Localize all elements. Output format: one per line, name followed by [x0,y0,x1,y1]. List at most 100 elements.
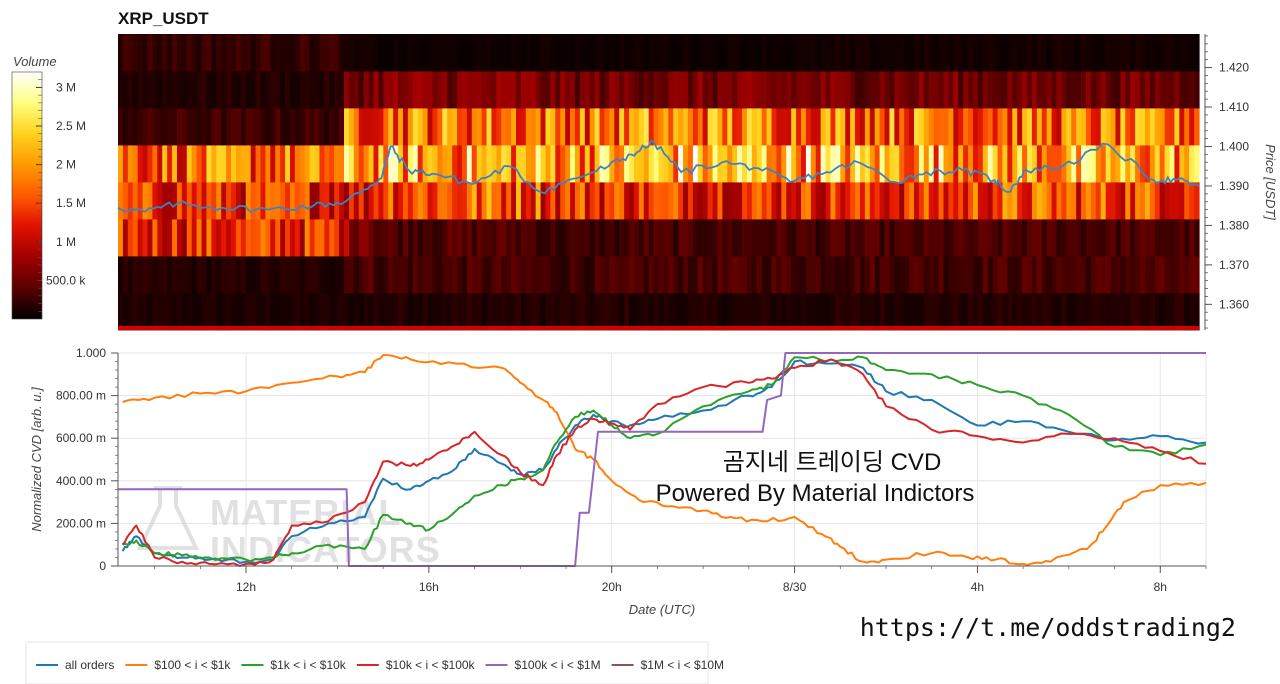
heatmap-cell [702,256,709,294]
heatmap-cell [801,256,807,294]
heatmap-cell [1095,293,1102,331]
heatmap-cell [501,182,507,220]
heatmap-cell [791,108,797,146]
heatmap-cell [211,34,217,72]
cvd-x-tick-label: 4h [971,580,984,594]
colorbar [11,71,43,320]
heatmap-cell [147,108,153,146]
cvd-y-tick-label: 800.00 m [56,389,106,403]
heatmap-cell [255,293,262,331]
heatmap-cell [1085,256,1092,294]
heatmap-cell [1100,256,1107,294]
heatmap-cell [1031,34,1038,72]
heatmap-cell [118,145,124,183]
heatmap-cell [928,145,935,183]
heatmap-cell [869,256,876,294]
heatmap-cell [697,108,704,146]
heatmap-cell [289,293,296,331]
heatmap-cell [1041,108,1048,146]
heatmap-cell [574,256,581,294]
heatmap-cell [629,71,635,109]
heatmap-cell [540,108,547,146]
heatmap-cell [1169,293,1176,331]
heatmap-cell [977,108,984,146]
heatmap-cell [727,34,733,72]
price-line-group [117,139,1200,214]
heatmap-cell [520,34,527,72]
heatmap-cell [329,219,335,257]
heatmap-cell [668,256,674,294]
heatmap-cell [1095,145,1102,183]
heatmap-cell [653,182,660,220]
heatmap-cell [717,256,723,294]
heatmap-cell [388,256,394,294]
heatmap-cell [476,145,483,183]
heatmap-cell [1184,108,1190,146]
heatmap-cell [525,293,532,331]
heatmap-cell [1154,71,1161,109]
heatmap-cell [422,108,429,146]
heatmap-cell [801,108,807,146]
heatmap-cell [933,71,940,109]
heatmap-cell [805,108,812,146]
heatmap-cell [1027,293,1033,331]
heatmap-cell [864,34,871,72]
heatmap-cell [1081,108,1087,146]
heatmap-cell [899,219,905,257]
heatmap-cell [167,145,173,183]
heatmap-cell [673,293,679,331]
heatmap-cell [486,145,493,183]
heatmap-cell [560,108,566,146]
heatmap-cell [884,219,891,257]
heatmap-cell [412,34,419,72]
heatmap-cell [570,182,576,220]
heatmap-cell [977,145,984,183]
heatmap-cell [914,182,920,220]
heatmap-cell [771,256,778,294]
heatmap-cell [830,145,836,183]
heatmap-cell [633,71,640,109]
heatmap-cell [466,108,473,146]
heatmap-cell [692,71,699,109]
heatmap-cell [663,293,669,331]
heatmap-cell [968,256,974,294]
price-line [117,139,1200,214]
telegram-link[interactable]: https://t.me/oddstrading2 [860,613,1236,642]
heatmap-cell [1046,219,1053,257]
heatmap-cell [221,182,227,220]
heatmap-cell [560,219,566,257]
heatmap-cell [589,293,596,331]
heatmap-cell [373,293,380,331]
heatmap-cell [643,71,650,109]
heatmap-cell [638,108,645,146]
heatmap-cell [1076,108,1082,146]
heatmap-cell [427,34,434,72]
heatmap-cell [172,145,178,183]
heatmap-cell [152,182,158,220]
heatmap-cell [727,71,733,109]
heatmap-cell [309,145,316,183]
heatmap-cell [889,145,895,183]
heatmap-cell [815,293,822,331]
heatmap-cell [137,108,144,146]
heatmap-cell [255,182,262,220]
heatmap-cell [540,182,547,220]
heatmap-cell [992,145,999,183]
heatmap-cell [1027,34,1033,72]
heatmap-cell [1031,219,1038,257]
heatmap-cell [1056,71,1063,109]
heatmap-cell [378,219,384,257]
heatmap-cell [437,108,443,146]
heatmap-cell [1076,71,1082,109]
heatmap-cell [594,71,601,109]
heatmap-cell [663,71,669,109]
heatmap-cell [555,108,561,146]
heatmap-cell [923,256,930,294]
heatmap-cell [1140,34,1146,72]
heatmap-cell [118,34,124,72]
heatmap-cell [294,182,301,220]
heatmap-cell [840,34,846,72]
heatmap-cell [624,293,630,331]
heatmap-cell [766,145,773,183]
heatmap-cell [963,145,969,183]
